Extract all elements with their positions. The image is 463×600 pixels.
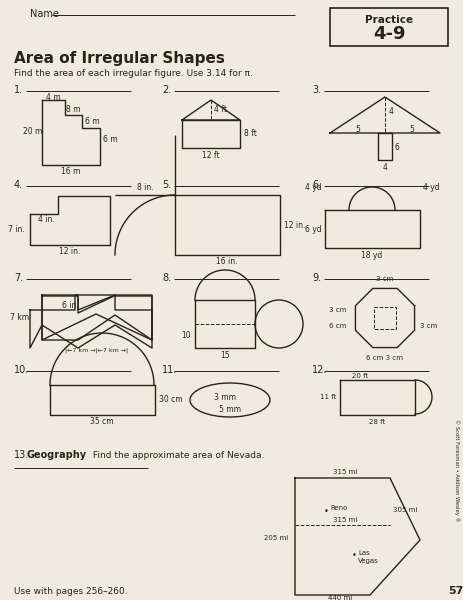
Text: Find the approximate area of Nevada.: Find the approximate area of Nevada. xyxy=(90,451,264,460)
Text: 30 cm: 30 cm xyxy=(159,395,182,404)
Text: 10: 10 xyxy=(181,331,191,340)
Text: 12.: 12. xyxy=(311,365,327,375)
Text: 11 ft: 11 ft xyxy=(319,394,335,400)
Text: 35 cm: 35 cm xyxy=(90,418,113,427)
Text: 57: 57 xyxy=(447,586,463,596)
Text: 15: 15 xyxy=(220,350,229,359)
Text: Use with pages 256–260.: Use with pages 256–260. xyxy=(14,587,127,595)
Text: 4: 4 xyxy=(388,107,393,116)
Text: 4 in.: 4 in. xyxy=(38,214,54,223)
Text: 4 ft: 4 ft xyxy=(213,106,226,115)
Text: 10.: 10. xyxy=(14,365,29,375)
Text: 3 cm: 3 cm xyxy=(419,323,437,329)
Text: 1.: 1. xyxy=(14,85,23,95)
Text: 3.: 3. xyxy=(311,85,320,95)
Text: 16 m: 16 m xyxy=(61,167,81,176)
Text: 20 m: 20 m xyxy=(23,127,43,136)
Text: 315 mi: 315 mi xyxy=(332,469,357,475)
Text: 9.: 9. xyxy=(311,273,320,283)
Text: 6: 6 xyxy=(394,143,399,152)
Text: 8 ft: 8 ft xyxy=(244,130,257,139)
Text: 3 cm: 3 cm xyxy=(328,307,345,313)
Text: 5.: 5. xyxy=(162,180,171,190)
Text: Find the area of each irregular figure. Use 3.14 for π.: Find the area of each irregular figure. … xyxy=(14,70,252,79)
Text: 7 km: 7 km xyxy=(10,313,29,323)
Text: 315 mi: 315 mi xyxy=(332,517,357,523)
Text: •: • xyxy=(323,506,328,515)
Text: © Scott Foresman • Addison Wesley ®: © Scott Foresman • Addison Wesley ® xyxy=(453,419,459,521)
Text: 440 mi: 440 mi xyxy=(327,595,351,600)
Text: 13.: 13. xyxy=(14,450,29,460)
Text: 16 in.: 16 in. xyxy=(216,257,237,266)
Text: 8 m: 8 m xyxy=(66,104,80,113)
Text: 6.: 6. xyxy=(311,180,320,190)
Text: 8.: 8. xyxy=(162,273,171,283)
Text: 12 in.: 12 in. xyxy=(59,247,81,257)
Text: 4: 4 xyxy=(382,163,387,173)
Text: 205 mi: 205 mi xyxy=(263,535,288,541)
Text: 6 in.: 6 in. xyxy=(62,301,79,310)
Text: 7.: 7. xyxy=(14,273,23,283)
Text: 3 mm: 3 mm xyxy=(213,394,236,403)
Text: Geography: Geography xyxy=(27,450,87,460)
Text: 28 ft: 28 ft xyxy=(368,419,384,425)
Text: Name: Name xyxy=(30,9,59,19)
Text: 5: 5 xyxy=(355,125,360,134)
Bar xyxy=(329,8,447,46)
Text: Vegas: Vegas xyxy=(357,558,378,564)
Text: 11.: 11. xyxy=(162,365,177,375)
Text: 4 m: 4 m xyxy=(45,92,60,101)
Text: 6 cm 3 cm: 6 cm 3 cm xyxy=(366,355,403,361)
Text: 5 mm: 5 mm xyxy=(219,406,240,415)
Text: 12 in.: 12 in. xyxy=(283,220,305,229)
Text: Reno: Reno xyxy=(329,505,347,511)
Text: 6 m: 6 m xyxy=(103,136,118,145)
Text: 4.: 4. xyxy=(14,180,23,190)
Text: Practice: Practice xyxy=(364,15,412,25)
Text: 20 ft: 20 ft xyxy=(351,373,367,379)
Text: •: • xyxy=(351,551,356,559)
Text: 8 in.: 8 in. xyxy=(137,182,153,191)
Text: Las: Las xyxy=(357,550,369,556)
Text: 18 yd: 18 yd xyxy=(361,251,382,259)
Text: 3 cm: 3 cm xyxy=(375,276,393,282)
Text: 12 ft: 12 ft xyxy=(202,151,219,160)
Text: 2.: 2. xyxy=(162,85,171,95)
Text: 6 yd: 6 yd xyxy=(305,224,321,233)
Text: 6 m: 6 m xyxy=(85,116,100,125)
Text: 6 cm: 6 cm xyxy=(328,323,345,329)
Text: 4 yd: 4 yd xyxy=(422,182,438,191)
Text: 4-9: 4-9 xyxy=(372,25,404,43)
Text: Area of Irregular Shapes: Area of Irregular Shapes xyxy=(14,50,225,65)
Text: 5: 5 xyxy=(409,125,413,134)
Text: 7 in.: 7 in. xyxy=(8,224,25,233)
Text: 305 mi: 305 mi xyxy=(392,507,417,513)
Text: |←7 km →|←7 km →|: |←7 km →|←7 km →| xyxy=(65,347,128,353)
Text: 4 yd: 4 yd xyxy=(305,182,321,191)
